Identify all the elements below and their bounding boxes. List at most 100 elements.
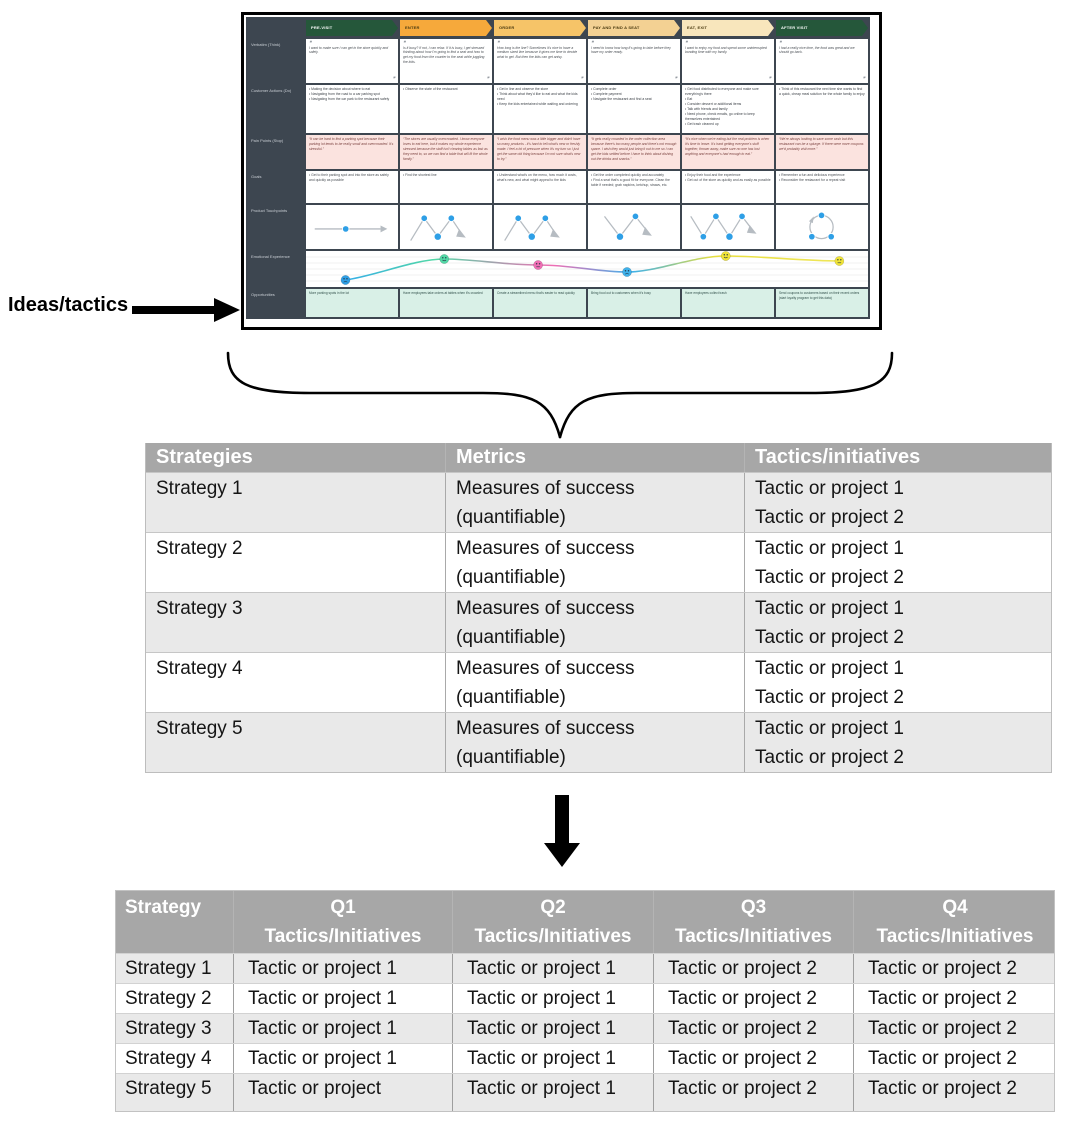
right-arrow-icon: [132, 298, 240, 322]
q3-cell: Tactic or project 2: [653, 1074, 853, 1111]
actions-cell: • Get in line and observe the store • Th…: [494, 85, 586, 133]
verbatim-cell: ❝ I need to know how long it's going to t…: [588, 39, 680, 83]
header-metrics: Metrics: [445, 443, 744, 472]
quote-icon: ❝: [497, 40, 500, 45]
table-row: Strategy 1 Tactic or project 1 Tactic or…: [116, 953, 1054, 983]
table-row: Strategy 1 Measures of success (quantifi…: [146, 472, 1051, 532]
quote-icon: ❝: [309, 40, 312, 45]
table-row: Strategy 5 Measures of success (quantifi…: [146, 712, 1051, 772]
strategies-table: Strategies Metrics Tactics/initiatives S…: [145, 443, 1052, 773]
q4-cell: Tactic or project 2: [853, 954, 1056, 983]
opportunity-cell: Have employees take orders at tables whe…: [400, 289, 492, 317]
opportunity-cell: More parking spots in the lot: [306, 289, 398, 317]
metrics-cell: Measures of success (quantifiable): [445, 653, 744, 712]
pain-point-cell: “It's nice when we're eating but the rea…: [682, 135, 774, 169]
metrics-cell: Measures of success (quantifiable): [445, 713, 744, 772]
tactics-cell: Tactic or project 1 Tactic or project 2: [744, 473, 1051, 532]
verbatim-cell: ❝ I want to make sure I can get in the st…: [306, 39, 398, 83]
header-q3: Q3 Tactics/Initiatives: [653, 891, 853, 953]
pain-point-cell: “It can be hard to find a parking spot b…: [306, 135, 398, 169]
emotion-curve: [306, 251, 868, 285]
row-label-emotional-experience: Emotional Experience: [251, 254, 290, 259]
quote-icon: ❞: [486, 75, 489, 81]
strategy-cell: Strategy 3: [156, 598, 243, 619]
header-tactics: Tactics/initiatives: [744, 443, 1051, 472]
touchpoint-diagram-enter: [400, 205, 492, 249]
actions-cell: • Complete order • Complete payment • Na…: [588, 85, 680, 133]
quote-icon: ❞: [862, 75, 865, 81]
table-row: Strategy 5 Tactic or project Tactic or p…: [116, 1073, 1054, 1111]
journey-map-grid: PRE-VISIT ENTER ORDER PAY AND FIND A SEA…: [246, 17, 870, 319]
q2-cell: Tactic or project 1: [452, 954, 653, 983]
touchpoint-diagram-after-visit: [776, 205, 868, 249]
strategy-cell: Strategy 4: [125, 1048, 212, 1069]
strategy-cell: Strategy 4: [156, 658, 243, 679]
goal-cell: • Remember a fun and delicious experienc…: [776, 171, 868, 203]
metrics-cell: Measures of success (quantifiable): [445, 593, 744, 652]
q2-cell: Tactic or project 1: [452, 1044, 653, 1073]
touchpoint-diagram-order: [494, 205, 586, 249]
phase-header-pay-seat: PAY AND FIND A SEAT: [588, 20, 680, 36]
quote-icon: ❞: [580, 75, 583, 81]
goal-cell: • Get the order completed quickly and ac…: [588, 171, 680, 203]
quote-icon: ❞: [674, 75, 677, 81]
pain-point-cell: “I wish the food menu was a little bigge…: [494, 135, 586, 169]
q3-cell: Tactic or project 2: [653, 1014, 853, 1043]
strategy-cell: Strategy 2: [125, 988, 212, 1009]
goal-cell: • Enjoy their food and the experience • …: [682, 171, 774, 203]
q1-cell: Tactic or project: [233, 1074, 452, 1111]
q4-cell: Tactic or project 2: [853, 1014, 1056, 1043]
down-arrow-icon: [544, 795, 580, 867]
roadmap-table-header: Strategy Q1 Tactics/Initiatives Q2 Tacti…: [116, 891, 1054, 953]
journey-map: PRE-VISIT ENTER ORDER PAY AND FIND A SEA…: [241, 12, 882, 330]
table-row: Strategy 2 Measures of success (quantifi…: [146, 532, 1051, 592]
table-row: Strategy 3 Measures of success (quantifi…: [146, 592, 1051, 652]
goal-cell: • Get to their parking spot and into the…: [306, 171, 398, 203]
tactics-cell: Tactic or project 1 Tactic or project 2: [744, 713, 1051, 772]
phase-header-after-visit: AFTER VISIT: [776, 20, 868, 36]
opportunity-cell: Have employees collect trash: [682, 289, 774, 317]
pain-point-cell: “We're always looking to save some cash …: [776, 135, 868, 169]
pain-point-cell: “It gets really crowded in the order col…: [588, 135, 680, 169]
q2-cell: Tactic or project 1: [452, 1074, 653, 1111]
row-label-pain-points: Pain Points (Stop): [251, 138, 284, 143]
phase-header-enter: ENTER: [400, 20, 492, 36]
quote-icon: ❝: [779, 40, 782, 45]
q3-cell: Tactic or project 2: [653, 1044, 853, 1073]
pain-point-cell: “The stores are usually overcrowded. I k…: [400, 135, 492, 169]
header-q1: Q1 Tactics/Initiatives: [233, 891, 452, 953]
opportunity-cell: Bring food out to customers when it's bu…: [588, 289, 680, 317]
table-row: Strategy 4 Tactic or project 1 Tactic or…: [116, 1043, 1054, 1073]
emotion-curve-chart: [306, 251, 868, 287]
quote-icon: ❞: [392, 75, 395, 81]
tactics-cell: Tactic or project 1 Tactic or project 2: [744, 533, 1051, 592]
journey-map-corner: [248, 19, 304, 37]
verbatim-cell: ❝ Is it busy? If not, I can relax. If it …: [400, 39, 492, 83]
phase-header-eat-exit: EAT, EXIT: [682, 20, 774, 36]
goal-cell: • Understand what's on the menu, how muc…: [494, 171, 586, 203]
header-strategy: Strategy: [125, 897, 202, 918]
q4-cell: Tactic or project 2: [853, 1044, 1056, 1073]
strategy-cell: Strategy 3: [125, 1018, 212, 1039]
verbatim-cell: ❝ How long is the line? Sometimes it's ni…: [494, 39, 586, 83]
emotion-face-icons: [340, 251, 845, 285]
actions-cell: • Making the decision about where to eat…: [306, 85, 398, 133]
actions-cell: • Get food distributed to everyone and m…: [682, 85, 774, 133]
strategy-cell: Strategy 5: [125, 1078, 212, 1099]
q1-cell: Tactic or project 1: [233, 1014, 452, 1043]
curly-brace-icon: [226, 351, 894, 439]
table-row: Strategy 4 Measures of success (quantifi…: [146, 652, 1051, 712]
row-label-actions: Customer Actions (Do): [251, 88, 292, 93]
goal-cell: • Find the shortest line: [400, 171, 492, 203]
row-label-opportunities: Opportunities: [251, 292, 275, 297]
quote-icon: ❝: [591, 40, 594, 45]
q2-cell: Tactic or project 1: [452, 1014, 653, 1043]
phase-header-order: ORDER: [494, 20, 586, 36]
ideas-tactics-label: Ideas/tactics: [8, 294, 129, 316]
verbatim-cell: ❝ I want to enjoy my food and spend some …: [682, 39, 774, 83]
opportunity-cell: Create a streamlined menu that's easier …: [494, 289, 586, 317]
q2-cell: Tactic or project 1: [452, 984, 653, 1013]
verbatim-cell: ❝ I had a really nice time, the food was …: [776, 39, 868, 83]
strategy-cell: Strategy 1: [156, 478, 243, 499]
